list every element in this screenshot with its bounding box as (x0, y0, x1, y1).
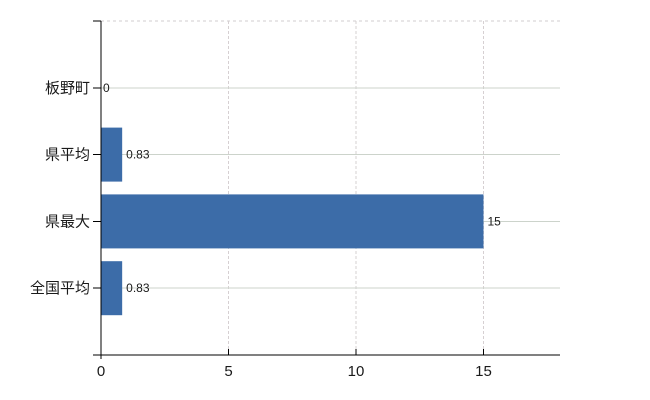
category-label-3: 全国平均 (30, 279, 90, 297)
value-label-2: 15 (488, 214, 502, 228)
category-label-1: 県平均 (45, 147, 90, 164)
bar-2 (101, 194, 484, 249)
category-label-2: 県最大 (45, 213, 90, 230)
bar-3 (101, 261, 123, 316)
bar-1 (101, 127, 123, 182)
category-label-0: 板野町 (45, 79, 90, 97)
value-label-0: 0 (103, 81, 110, 95)
value-label-3: 0.83 (126, 281, 150, 295)
x-tick-label-0: 0 (97, 363, 105, 380)
value-label-1: 0.83 (126, 148, 150, 162)
x-tick-label-1: 5 (224, 363, 232, 380)
x-tick-label-3: 15 (475, 363, 492, 380)
x-tick-label-2: 10 (348, 363, 365, 380)
